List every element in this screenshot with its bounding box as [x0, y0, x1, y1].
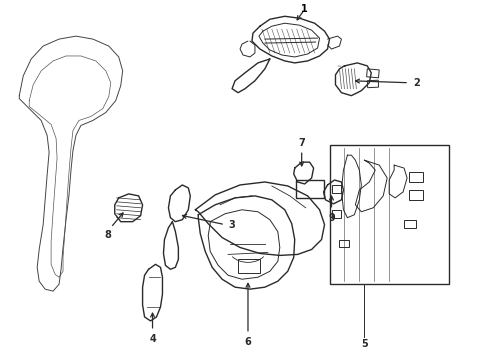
Text: 2: 2 — [414, 78, 420, 88]
Text: 7: 7 — [298, 138, 305, 148]
Text: 5: 5 — [361, 339, 368, 349]
Text: 9: 9 — [328, 213, 335, 223]
Text: 4: 4 — [149, 334, 156, 344]
Bar — [332, 210, 342, 218]
Bar — [332, 185, 342, 193]
Bar — [409, 190, 423, 200]
Bar — [329, 145, 449, 284]
Bar — [367, 69, 379, 78]
Bar — [238, 260, 260, 273]
Text: 1: 1 — [301, 4, 308, 14]
Bar — [368, 80, 379, 88]
Bar — [340, 239, 349, 247]
Text: 3: 3 — [229, 220, 236, 230]
Bar — [404, 220, 416, 228]
Bar — [409, 172, 423, 182]
Text: 8: 8 — [104, 230, 111, 239]
Text: 6: 6 — [245, 337, 251, 347]
Bar — [295, 180, 323, 198]
